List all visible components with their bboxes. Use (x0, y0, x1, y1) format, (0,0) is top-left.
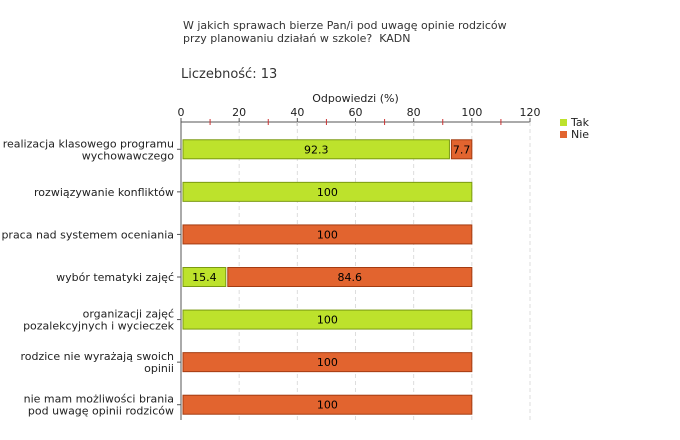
x-tick-label: 60 (349, 106, 363, 119)
sample-size-label: Liczebność: 13 (181, 67, 278, 82)
bar-nie (182, 352, 473, 373)
bar-nie (227, 267, 473, 287)
x-tick-label: 80 (407, 106, 421, 119)
bar-value-label: 84.6 (338, 271, 363, 284)
legend-label: Tak (570, 116, 590, 129)
x-axis-label: Odpowiedzi (%) (312, 92, 399, 105)
bar-nie (450, 139, 473, 160)
category-label: organizacji zajęć pozalekcyjnych i wyciec… (23, 308, 175, 333)
bar-value-label: 92.3 (304, 143, 329, 156)
bar-value-label: 100 (317, 399, 338, 412)
x-tick-label: 120 (520, 106, 541, 119)
chart-title: W jakich sprawach bierze Pan/i pod uwagę… (183, 19, 507, 45)
legend-swatch-nie (560, 131, 567, 138)
x-tick-label: 40 (290, 106, 304, 119)
category-label: rozwiązywanie konfliktów (34, 186, 174, 199)
x-tick-label: 20 (232, 106, 246, 119)
category-label: realizacja klasowego programu wychowawcze… (3, 137, 175, 162)
bar-value-label: 15.4 (192, 271, 217, 284)
x-tick-label: 100 (461, 106, 482, 119)
bar-nie (182, 224, 473, 245)
bar-tak (182, 139, 450, 160)
legend-label: Nie (571, 128, 589, 141)
bar-tak (182, 309, 473, 330)
bar-value-label: 100 (317, 186, 338, 199)
category-label: praca nad systemem oceniania (1, 228, 174, 241)
category-label: wybór tematyki zajęć (56, 271, 174, 284)
bar-value-label: 100 (317, 314, 338, 327)
bar-tak (182, 267, 227, 287)
bar-tak (182, 181, 473, 202)
bar-value-label: 7.7 (453, 143, 471, 156)
bar-nie (182, 394, 473, 415)
legend-swatch-tak (560, 119, 567, 126)
x-tick-label: 0 (178, 106, 185, 119)
category-label: rodzice nie wyrażają swoich opinii (20, 350, 174, 375)
bar-value-label: 100 (317, 228, 338, 241)
category-label: nie mam możliwości brania pod uwagę opini… (24, 393, 174, 418)
bar-value-label: 100 (317, 356, 338, 369)
